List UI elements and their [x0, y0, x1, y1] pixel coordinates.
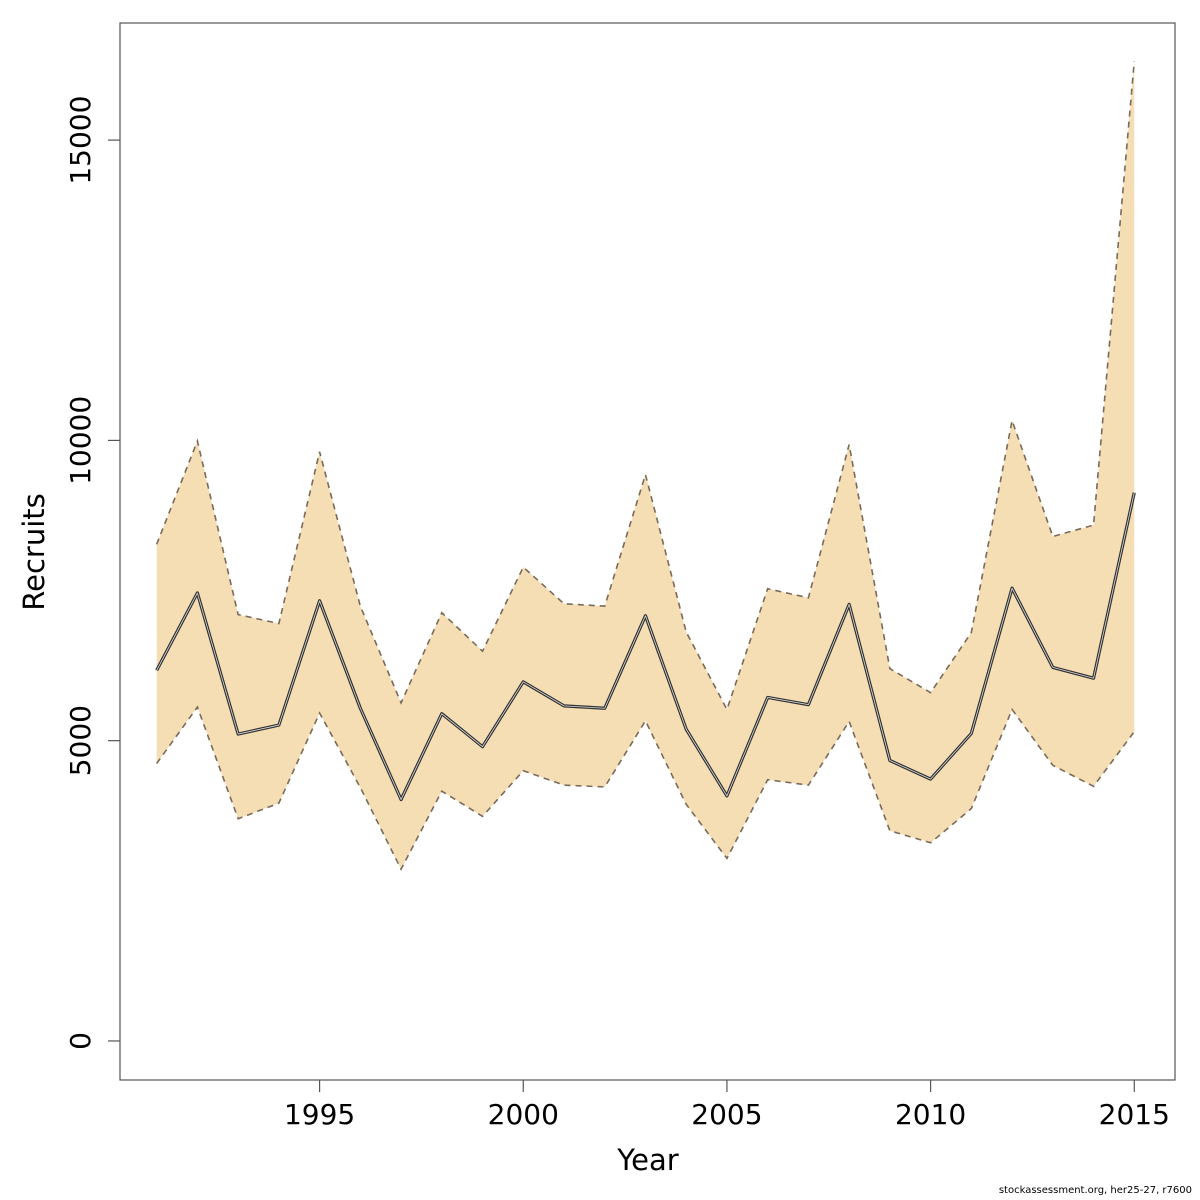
x-tick-label: 1995 [284, 1098, 355, 1131]
y-tick-label: 0 [64, 1032, 97, 1050]
confidence-band-layer [155, 61, 1136, 871]
footer-note: stockassessment.org, her25-27, r7600 [998, 1185, 1192, 1196]
y-axis-title: Recruits [17, 493, 51, 610]
estimate-line-layer [155, 492, 1136, 802]
lower-bound-line [156, 705, 1135, 871]
y-axis: 0 5000 10000 15000 [64, 96, 120, 1050]
x-tick-label: 2005 [691, 1098, 762, 1131]
x-tick-label: 2000 [488, 1098, 559, 1131]
x-tick-label: 2015 [1099, 1098, 1170, 1131]
estimate-line-highlight [156, 492, 1135, 800]
upper-bound-line [155, 61, 1136, 712]
x-axis-title: Year [616, 1143, 678, 1177]
y-tick-label: 5000 [64, 705, 97, 776]
y-tick-label: 15000 [64, 96, 97, 185]
x-axis: 1995 2000 2005 2010 2015 [284, 1080, 1170, 1131]
x-tick-label: 2010 [895, 1098, 966, 1131]
plot-frame [119, 22, 1176, 1081]
y-tick-label: 10000 [64, 396, 97, 485]
confidence-band [156, 61, 1135, 870]
